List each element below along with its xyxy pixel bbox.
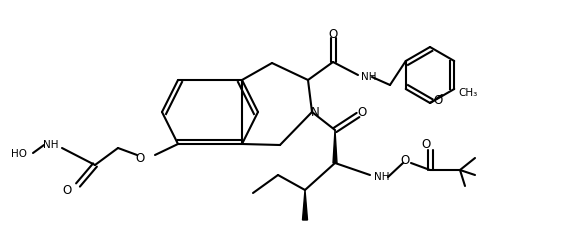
Text: NH: NH	[361, 72, 377, 82]
Text: HO: HO	[11, 149, 27, 159]
Text: N: N	[310, 106, 319, 118]
Polygon shape	[333, 130, 337, 163]
Text: O: O	[357, 106, 367, 118]
Text: O: O	[400, 153, 410, 167]
Text: O: O	[433, 93, 442, 107]
Text: O: O	[136, 151, 145, 165]
Text: O: O	[328, 28, 338, 42]
Text: NH: NH	[374, 172, 389, 182]
Text: NH: NH	[44, 140, 59, 150]
Polygon shape	[302, 190, 308, 220]
Text: CH₃: CH₃	[458, 88, 478, 98]
Text: O: O	[422, 139, 431, 151]
Text: O: O	[63, 183, 72, 197]
